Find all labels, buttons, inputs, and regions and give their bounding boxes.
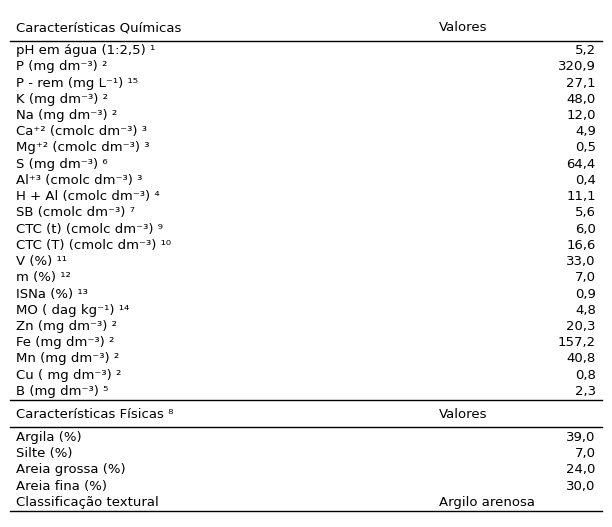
Text: 12,0: 12,0 bbox=[566, 109, 595, 122]
Text: 0,9: 0,9 bbox=[575, 288, 595, 300]
Text: 27,1: 27,1 bbox=[566, 76, 595, 90]
Text: 6,0: 6,0 bbox=[575, 222, 595, 236]
Text: Argilo arenosa: Argilo arenosa bbox=[439, 496, 535, 509]
Text: Mn (mg dm⁻³) ²: Mn (mg dm⁻³) ² bbox=[17, 353, 119, 365]
Text: Ca⁺² (cmolc dm⁻³) ³: Ca⁺² (cmolc dm⁻³) ³ bbox=[17, 125, 147, 138]
Text: 5,2: 5,2 bbox=[575, 44, 595, 57]
Text: ISNa (%) ¹³: ISNa (%) ¹³ bbox=[17, 288, 88, 300]
Text: Mg⁺² (cmolc dm⁻³) ³: Mg⁺² (cmolc dm⁻³) ³ bbox=[17, 141, 150, 154]
Text: Valores: Valores bbox=[439, 21, 487, 34]
Text: Características Físicas ⁸: Características Físicas ⁸ bbox=[17, 408, 174, 421]
Text: H + Al (cmolc dm⁻³) ⁴: H + Al (cmolc dm⁻³) ⁴ bbox=[17, 190, 160, 203]
Text: Argila (%): Argila (%) bbox=[17, 431, 82, 444]
Text: m (%) ¹²: m (%) ¹² bbox=[17, 271, 71, 284]
Text: 0,8: 0,8 bbox=[575, 369, 595, 382]
Text: 320,9: 320,9 bbox=[558, 60, 595, 73]
Text: 5,6: 5,6 bbox=[575, 207, 595, 219]
Text: Areia fina (%): Areia fina (%) bbox=[17, 480, 107, 493]
Text: 157,2: 157,2 bbox=[558, 336, 595, 349]
Text: 4,8: 4,8 bbox=[575, 304, 595, 317]
Text: Fe (mg dm⁻³) ²: Fe (mg dm⁻³) ² bbox=[17, 336, 114, 349]
Text: Classificação textural: Classificação textural bbox=[17, 496, 159, 509]
Text: SB (cmolc dm⁻³) ⁷: SB (cmolc dm⁻³) ⁷ bbox=[17, 207, 135, 219]
Text: Zn (mg dm⁻³) ²: Zn (mg dm⁻³) ² bbox=[17, 320, 118, 333]
Text: 2,3: 2,3 bbox=[575, 385, 595, 398]
Text: 0,4: 0,4 bbox=[575, 174, 595, 187]
Text: 30,0: 30,0 bbox=[566, 480, 595, 493]
Text: CTC (t) (cmolc dm⁻³) ⁹: CTC (t) (cmolc dm⁻³) ⁹ bbox=[17, 222, 163, 236]
Text: 48,0: 48,0 bbox=[567, 93, 595, 106]
Text: 7,0: 7,0 bbox=[575, 271, 595, 284]
Text: Valores: Valores bbox=[439, 408, 487, 421]
Text: 7,0: 7,0 bbox=[575, 447, 595, 460]
Text: 39,0: 39,0 bbox=[566, 431, 595, 444]
Text: P (mg dm⁻³) ²: P (mg dm⁻³) ² bbox=[17, 60, 108, 73]
Text: P - rem (mg L⁻¹) ¹⁵: P - rem (mg L⁻¹) ¹⁵ bbox=[17, 76, 138, 90]
Text: 24,0: 24,0 bbox=[566, 463, 595, 476]
Text: 20,3: 20,3 bbox=[566, 320, 595, 333]
Text: MO ( dag kg⁻¹) ¹⁴: MO ( dag kg⁻¹) ¹⁴ bbox=[17, 304, 130, 317]
Text: 40,8: 40,8 bbox=[567, 353, 595, 365]
Text: Silte (%): Silte (%) bbox=[17, 447, 73, 460]
Text: 11,1: 11,1 bbox=[566, 190, 595, 203]
Text: Características Químicas: Características Químicas bbox=[17, 21, 182, 34]
Text: Na (mg dm⁻³) ²: Na (mg dm⁻³) ² bbox=[17, 109, 118, 122]
Text: S (mg dm⁻³) ⁶: S (mg dm⁻³) ⁶ bbox=[17, 158, 108, 171]
Text: 0,5: 0,5 bbox=[575, 141, 595, 154]
Text: CTC (T) (cmolc dm⁻³) ¹⁰: CTC (T) (cmolc dm⁻³) ¹⁰ bbox=[17, 239, 171, 252]
Text: V (%) ¹¹: V (%) ¹¹ bbox=[17, 255, 67, 268]
Text: Al⁺³ (cmolc dm⁻³) ³: Al⁺³ (cmolc dm⁻³) ³ bbox=[17, 174, 143, 187]
Text: Areia grossa (%): Areia grossa (%) bbox=[17, 463, 126, 476]
Text: 4,9: 4,9 bbox=[575, 125, 595, 138]
Text: K (mg dm⁻³) ²: K (mg dm⁻³) ² bbox=[17, 93, 108, 106]
Text: Cu ( mg dm⁻³) ²: Cu ( mg dm⁻³) ² bbox=[17, 369, 122, 382]
Text: 33,0: 33,0 bbox=[566, 255, 595, 268]
Text: B (mg dm⁻³) ⁵: B (mg dm⁻³) ⁵ bbox=[17, 385, 108, 398]
Text: 16,6: 16,6 bbox=[566, 239, 595, 252]
Text: pH em água (1:2,5) ¹: pH em água (1:2,5) ¹ bbox=[17, 44, 155, 57]
Text: 64,4: 64,4 bbox=[567, 158, 595, 171]
